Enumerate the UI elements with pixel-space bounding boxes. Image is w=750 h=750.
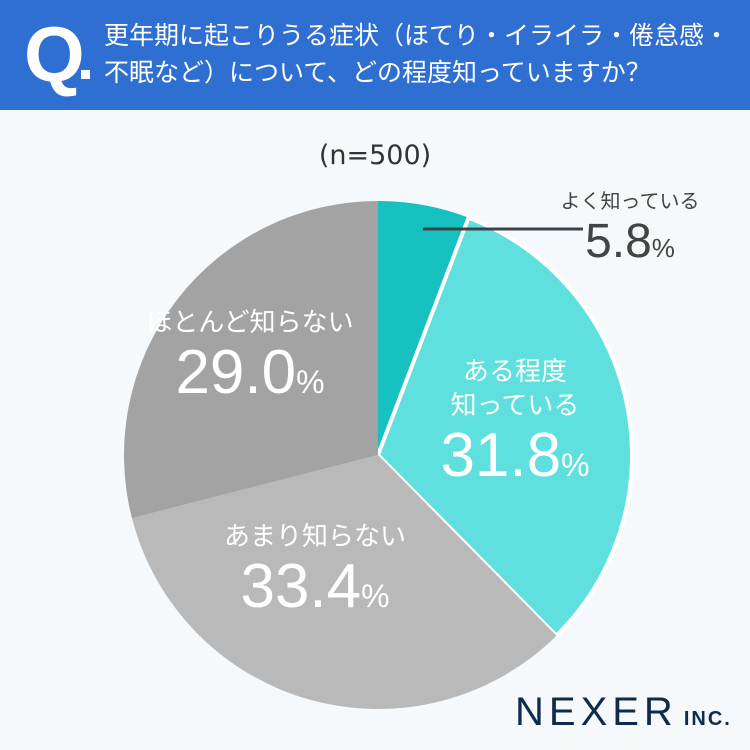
label-not-much: あまり知らない 33.4% bbox=[185, 520, 445, 629]
label-text: ほとんど知らない bbox=[146, 308, 354, 338]
label-text: あまり知らない bbox=[223, 522, 406, 552]
label-somewhat-know: ある程度 知っている 31.8% bbox=[415, 355, 615, 498]
nexer-logo: NEXER INC. bbox=[515, 690, 732, 734]
pie-slice bbox=[375, 215, 634, 639]
label-value: 5.8% bbox=[585, 215, 675, 268]
question-header: Q 更年期に起こりうる症状（ほてり・イライラ・倦怠感・不眠など）について、どの程… bbox=[0, 0, 750, 110]
q-dot bbox=[81, 70, 90, 79]
label-know-well: よく知っている 5.8% bbox=[540, 184, 720, 272]
label-value: 29.0% bbox=[175, 338, 325, 407]
label-text-1: ある程度 bbox=[462, 357, 567, 387]
label-text: よく知っている bbox=[560, 189, 700, 213]
label-hardly-know: ほとんど知らない 29.0% bbox=[125, 306, 375, 415]
question-text: 更年期に起こりうる症状（ほてり・イライラ・倦怠感・不眠など）について、どの程度知… bbox=[104, 21, 730, 87]
pie-slice bbox=[131, 455, 557, 709]
label-value: 31.8% bbox=[440, 421, 590, 490]
label-value: 33.4% bbox=[240, 552, 390, 621]
sample-size: (n=500) bbox=[318, 140, 432, 171]
q-mark: Q bbox=[24, 10, 85, 98]
pie-slice bbox=[123, 201, 378, 519]
label-text-2: 知っている bbox=[450, 391, 580, 421]
